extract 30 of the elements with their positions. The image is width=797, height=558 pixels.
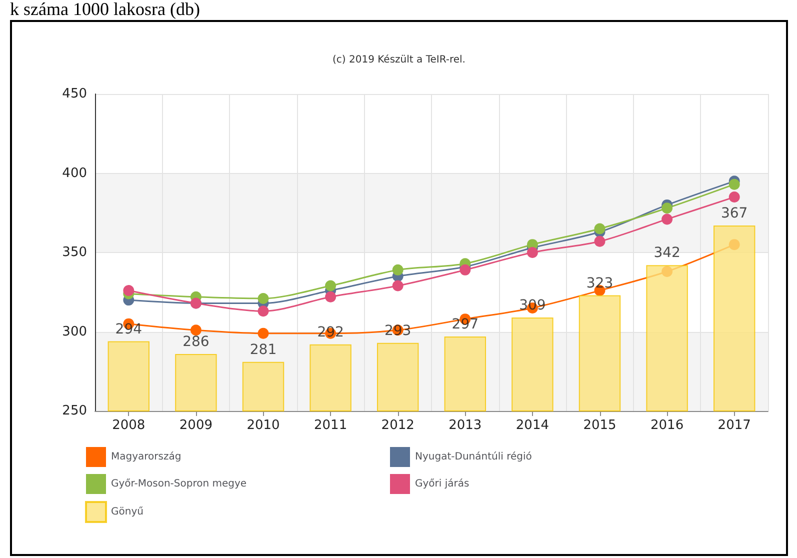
data-label: 293: [384, 322, 412, 339]
data-label: 367: [720, 206, 748, 222]
y-tick-label: 300: [62, 324, 87, 340]
x-tick-label: 2011: [314, 418, 348, 433]
x-tick-label: 2009: [179, 418, 212, 433]
x-tick-label: 2013: [448, 418, 482, 433]
chart-title: k száma 1000 lakosra (db): [10, 0, 201, 19]
data-label: 294: [115, 321, 142, 338]
legend-label: Győr-Moson-Sopron megye: [111, 478, 247, 490]
x-tick-label: 2017: [718, 418, 751, 433]
x-tick-label: 2015: [583, 418, 616, 433]
data-label: 281: [250, 342, 277, 358]
legend-label: Magyarország: [111, 452, 182, 462]
y-tick-label: 450: [62, 86, 87, 102]
legend-label: Gönyű: [111, 506, 144, 518]
data-label: 342: [654, 245, 680, 262]
chart-subtitle: (c) 2019 Készült a TeIR-rel.: [332, 54, 466, 66]
data-label: 323: [586, 275, 614, 292]
x-tick-label: 2010: [246, 418, 280, 433]
x-tick-label: 2008: [112, 418, 146, 433]
legend-label: Győri járás: [415, 478, 470, 490]
x-tick-label: 2016: [650, 418, 684, 433]
y-tick-label: 250: [62, 404, 87, 418]
data-label: 286: [182, 334, 210, 350]
x-tick-label: 2014: [516, 418, 549, 433]
x-tick-label: 2012: [381, 418, 414, 433]
legend-label: Nyugat-Dunántúli régió: [415, 452, 532, 462]
y-tick-label: 350: [62, 245, 87, 260]
data-label: 297: [452, 316, 479, 333]
y-tick-label: 400: [62, 166, 87, 181]
